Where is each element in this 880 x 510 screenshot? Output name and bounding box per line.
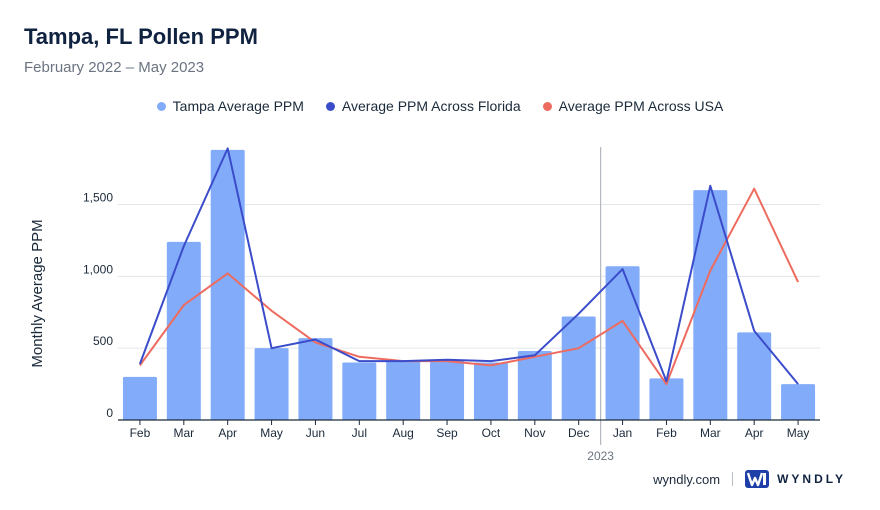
bar-tampa <box>473 362 508 420</box>
line-usa <box>139 187 800 386</box>
legend-item-usa[interactable]: Average PPM Across USA <box>542 98 724 114</box>
footer-divider <box>732 472 734 486</box>
x-tick-label: Aug <box>393 426 414 440</box>
y-tick-label: 500 <box>93 334 113 348</box>
x-tick-label: May <box>787 426 810 440</box>
bar-tampa <box>430 359 465 420</box>
y-axis-title: Monthly Average PPM <box>29 219 46 367</box>
wyndly-logo-icon <box>745 470 770 488</box>
chart-subtitle: February 2022 – May 2023 <box>24 59 205 76</box>
footer: wyndly.com WYNDLY <box>653 470 846 488</box>
bar-tampa <box>122 376 157 420</box>
x-tick-label: Feb <box>656 426 677 440</box>
bar-tampa <box>210 149 245 420</box>
bar-tampa <box>561 316 596 420</box>
legend-label-tampa: Tampa Average PPM <box>172 98 304 114</box>
x-tick-label: Apr <box>745 426 764 440</box>
x-tick-label: Feb <box>130 426 151 440</box>
line-florida <box>138 147 799 385</box>
legend-swatch-usa <box>542 101 552 111</box>
x-tick-label: Nov <box>524 426 545 440</box>
year-label: 2023 <box>587 449 614 463</box>
bar-tampa <box>605 266 640 420</box>
legend-label-usa: Average PPM Across USA <box>558 98 724 114</box>
bar-tampa <box>166 241 201 420</box>
x-tick-label: Apr <box>218 426 237 440</box>
x-tick-label: Jun <box>306 426 325 440</box>
legend-item-tampa[interactable]: Tampa Average PPM <box>156 98 304 114</box>
legend-swatch-tampa <box>156 101 166 111</box>
footer-site-link[interactable]: wyndly.com <box>653 471 721 487</box>
legend-item-florida[interactable]: Average PPM Across Florida <box>325 98 521 114</box>
x-tick-label: Jul <box>352 426 367 440</box>
y-tick-label: 1,500 <box>83 190 113 204</box>
legend-label-florida: Average PPM Across Florida <box>341 98 521 114</box>
bar-tampa <box>298 338 333 420</box>
x-tick-label: Mar <box>700 426 721 440</box>
x-tick-label: Oct <box>482 426 501 440</box>
chart-title: Tampa, FL Pollen PPM <box>24 24 258 49</box>
x-tick-label: Sep <box>436 426 458 440</box>
y-tick-label: 1,000 <box>83 262 113 276</box>
bar-tampa <box>781 384 816 420</box>
x-tick-label: Mar <box>173 426 194 440</box>
x-tick-label: Jan <box>613 426 632 440</box>
brand-logo: WYNDLY <box>745 470 846 488</box>
legend-swatch-florida <box>325 101 335 111</box>
brand-wordmark: WYNDLY <box>777 472 846 486</box>
bar-tampa <box>693 190 728 420</box>
y-tick-label: 0 <box>106 406 113 420</box>
bar-tampa <box>737 332 772 420</box>
bar-tampa <box>342 362 377 420</box>
x-tick-label: Dec <box>568 426 589 440</box>
bar-tampa <box>254 348 289 420</box>
bar-tampa <box>386 361 421 420</box>
chart-legend: Tampa Average PPM Average PPM Across Flo… <box>0 98 880 114</box>
bar-tampa <box>649 378 684 420</box>
bar-tampa <box>517 351 552 420</box>
x-tick-label: May <box>260 426 283 440</box>
